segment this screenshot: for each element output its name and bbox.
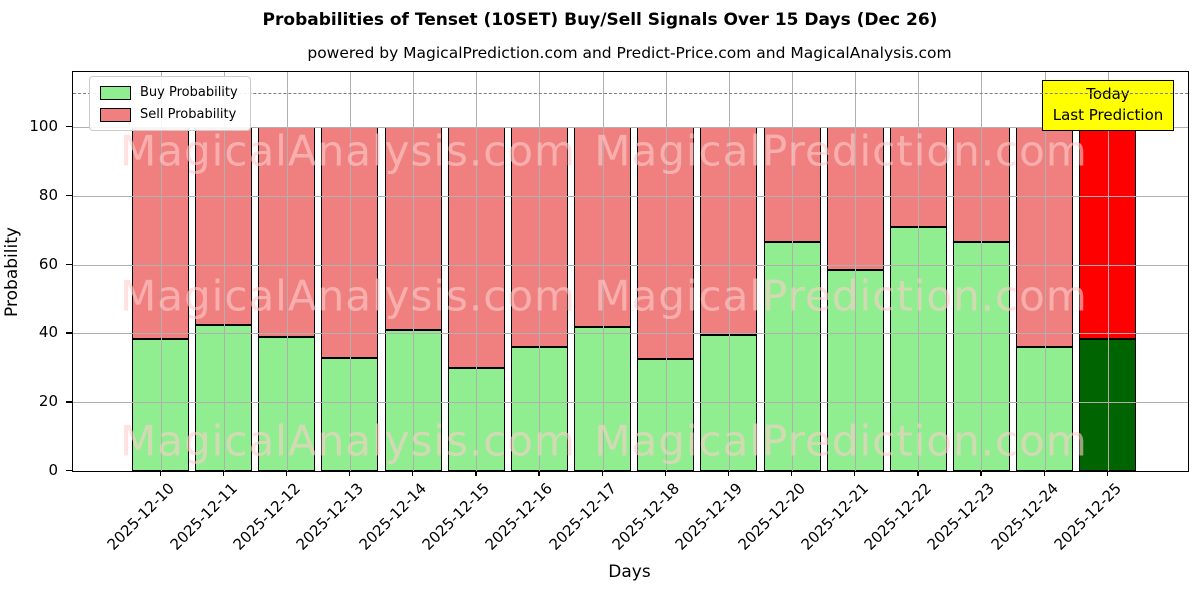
x-gridline: [349, 72, 351, 471]
legend: Buy Probability Sell Probability: [89, 76, 251, 131]
x-tick-mark: [1043, 470, 1045, 476]
legend-item-sell: Sell Probability: [100, 107, 238, 122]
watermark-text: MagicalPrediction.com: [594, 126, 1088, 176]
watermark-text: MagicalPrediction.com: [594, 416, 1088, 466]
x-gridline: [918, 72, 920, 471]
x-gridline: [728, 72, 730, 471]
x-gridline: [413, 72, 415, 471]
x-gridline: [223, 72, 225, 471]
y-tick-mark: [66, 401, 72, 403]
legend-label-sell: Sell Probability: [140, 107, 237, 122]
y-tick-mark: [66, 263, 72, 265]
x-gridline: [286, 72, 288, 471]
x-tick-mark: [475, 470, 477, 476]
watermark-text: MagicalPrediction.com: [594, 271, 1088, 321]
legend-label-buy: Buy Probability: [140, 85, 238, 100]
y-tick-mark: [66, 126, 72, 128]
x-tick-mark: [917, 470, 919, 476]
y-tick-mark: [66, 194, 72, 197]
x-tick-mark: [601, 470, 603, 476]
x-tick-mark: [727, 470, 730, 476]
y-tick-label: 60: [38, 254, 58, 273]
x-tick-mark: [412, 470, 414, 476]
x-tick-label: 2025-12-10: [103, 479, 178, 554]
y-gridline: [73, 127, 1188, 129]
today-annotation-box: Today Last Prediction: [1042, 80, 1174, 131]
buy-probability-swatch: [100, 85, 131, 100]
x-gridline: [665, 72, 667, 471]
x-tick-mark: [159, 470, 161, 476]
x-gridline: [539, 72, 541, 471]
y-tick-mark: [66, 332, 72, 334]
x-gridline: [792, 72, 793, 471]
x-gridline: [602, 72, 604, 471]
annotation-line2: Last Prediction: [1052, 106, 1164, 125]
sell-probability-swatch: [100, 107, 131, 122]
x-tick-mark: [664, 470, 666, 476]
x-tick-mark: [348, 470, 351, 476]
plot-area: Buy Probability Sell Probability Today L…: [72, 71, 1189, 472]
y-tick-label: 100: [29, 117, 58, 136]
y-gridline: [73, 402, 1188, 404]
threshold-dashed-line: [73, 92, 1188, 94]
watermark-text: MagicalAnalysis.com: [120, 126, 576, 176]
x-gridline: [160, 72, 162, 471]
y-tick-label: 0: [48, 461, 58, 479]
watermark-text: MagicalAnalysis.com: [120, 271, 576, 321]
x-gridline: [1107, 72, 1109, 471]
x-gridline: [855, 72, 857, 471]
y-gridline: [73, 333, 1188, 335]
x-tick-mark: [538, 470, 540, 476]
x-tick-mark: [854, 470, 856, 476]
y-tick-label: 80: [38, 185, 58, 204]
x-gridline: [981, 72, 983, 471]
y-tick-label: 40: [38, 323, 58, 342]
legend-item-buy: Buy Probability: [100, 85, 238, 100]
x-gridline: [476, 72, 478, 471]
x-tick-mark: [222, 470, 224, 476]
y-tick-mark: [66, 470, 72, 472]
y-gridline: [73, 264, 1188, 266]
x-tick-mark: [980, 470, 982, 476]
chart-subtitle: powered by MagicalPrediction.com and Pre…: [307, 44, 952, 62]
watermark-text: MagicalAnalysis.com: [120, 416, 576, 466]
annotation-line1: Today: [1086, 85, 1130, 103]
x-gridline: [1044, 72, 1046, 471]
y-gridline: [73, 195, 1188, 197]
y-tick-label: 20: [38, 392, 58, 411]
x-axis-label: Days: [608, 562, 651, 582]
x-tick-mark: [791, 470, 793, 476]
chart-title: Probabilities of Tenset (10SET) Buy/Sell…: [262, 10, 938, 30]
y-gridline: [73, 471, 1188, 472]
x-tick-mark: [1106, 470, 1109, 476]
x-tick-mark: [285, 470, 288, 476]
